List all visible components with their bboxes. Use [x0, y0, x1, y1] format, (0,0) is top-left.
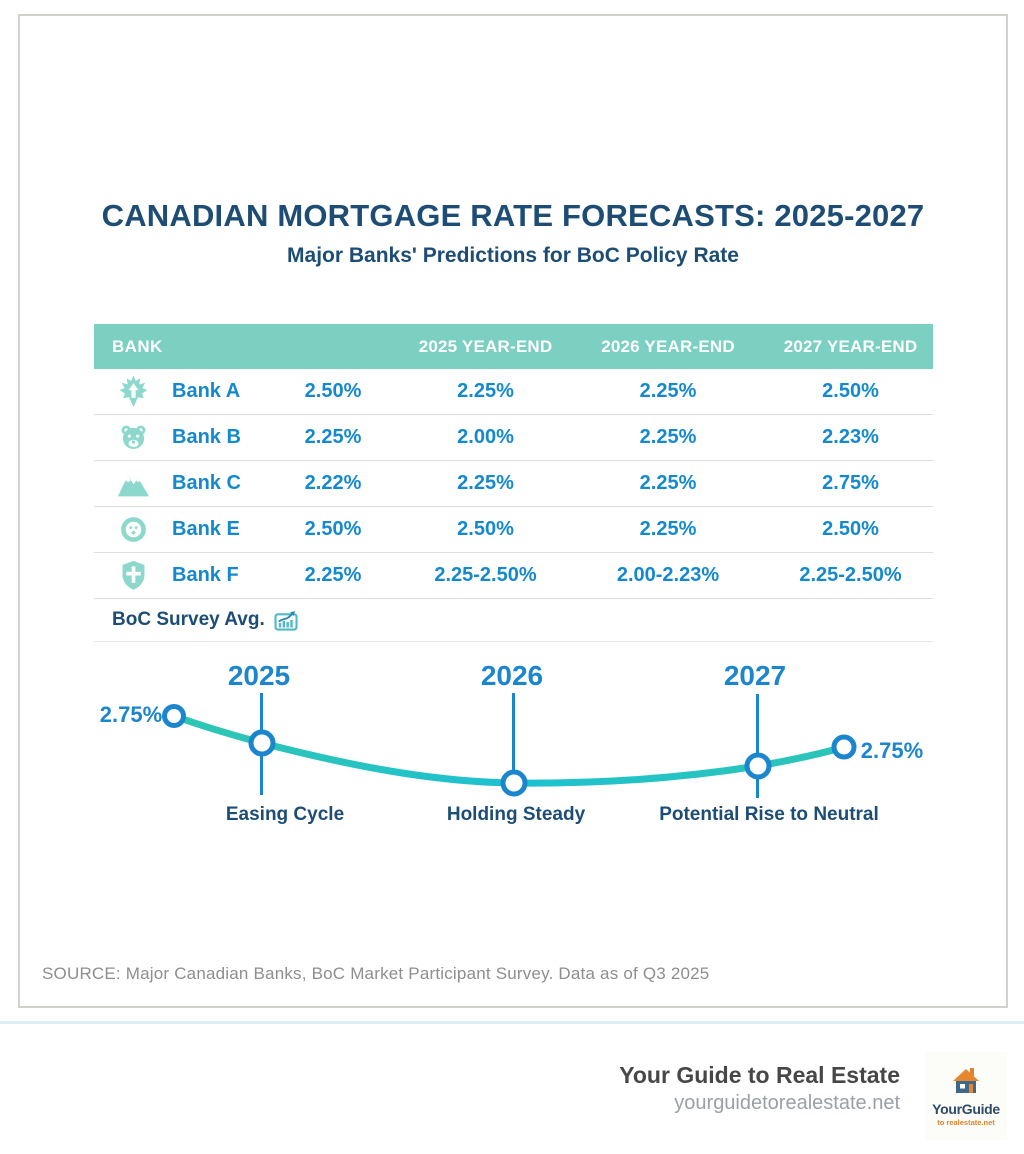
- phase-label-rise: Potential Rise to Neutral: [659, 804, 879, 825]
- rate-2027: 2.50%: [822, 380, 879, 402]
- boc-survey-avg-row: BoC Survey Avg.: [94, 599, 933, 642]
- forecast-table: BANK 2025 YEAR-END 2026 YEAR-END 2027 YE…: [94, 324, 933, 642]
- shield-cross-icon: [94, 559, 158, 592]
- end-rate-label: 2.75%: [860, 738, 924, 763]
- rate-2027: 2.50%: [822, 518, 879, 540]
- header-bank: BANK: [112, 336, 163, 356]
- rate-2027: 2.75%: [822, 472, 879, 494]
- bank-name: Bank A: [172, 380, 241, 402]
- data-point-start: [162, 704, 186, 728]
- data-point-end: [831, 734, 857, 760]
- bank-name: Bank C: [172, 472, 241, 494]
- rate-2025: 2.25-2.50%: [434, 564, 537, 586]
- bear-icon: [94, 421, 158, 454]
- infographic-card: CANADIAN MORTGAGE RATE FORECASTS: 2025-2…: [18, 14, 1008, 1008]
- rate-current: 2.22%: [304, 472, 362, 494]
- brand-title: Your Guide to Real Estate: [619, 1062, 900, 1088]
- year-label-2027: 2027: [723, 660, 787, 691]
- phase-label-easing: Easing Cycle: [225, 804, 345, 825]
- header-2027: 2027 YEAR-END: [783, 336, 918, 356]
- chart-increasing-icon: [274, 610, 299, 631]
- year-label-2026: 2026: [480, 660, 544, 691]
- bank-name: Bank B: [172, 426, 241, 448]
- rate-2025: 2.00%: [457, 426, 514, 448]
- brand-logo: YourGuide to realestate.net: [925, 1052, 1007, 1140]
- source-note: SOURCE: Major Canadian Banks, BoC Market…: [42, 964, 710, 983]
- table-row: Bank F 2.25% 2.25-2.50% 2.00-2.23% 2.25-…: [94, 553, 933, 599]
- header-2026: 2026 YEAR-END: [601, 336, 735, 356]
- logo-tagline: to realestate.net: [937, 1117, 995, 1127]
- rate-current: 2.50%: [304, 380, 362, 402]
- data-point-2025: [248, 729, 276, 757]
- footer-text-block: Your Guide to Real Estate yourguidetorea…: [619, 1062, 900, 1115]
- rate-2026: 2.25%: [639, 518, 697, 540]
- phase-label-holding: Holding Steady: [446, 804, 586, 825]
- rate-2026: 2.25%: [639, 380, 697, 402]
- year-label-2025: 2025: [227, 660, 291, 691]
- rate-2025: 2.50%: [457, 518, 514, 540]
- rate-current: 2.25%: [304, 426, 362, 448]
- header-2025: 2025 YEAR-END: [418, 336, 553, 356]
- rate-2026: 2.00-2.23%: [616, 564, 720, 586]
- table-row: Bank C 2.22% 2.25% 2.25% 2.75%: [94, 461, 933, 507]
- bank-name: Bank F: [172, 564, 239, 586]
- house-icon: [945, 1066, 987, 1099]
- rate-current: 2.50%: [304, 518, 362, 540]
- table-row: Bank B 2.25% 2.00% 2.25% 2.23%: [94, 415, 933, 461]
- maple-leaf-up-arrow-icon: [94, 375, 158, 408]
- rate-path-chart: [162, 693, 857, 798]
- footer-divider: [0, 1021, 1024, 1024]
- data-point-2026: [500, 769, 528, 797]
- rate-2026: 2.25%: [639, 472, 697, 494]
- rate-2027: 2.23%: [822, 426, 879, 448]
- lion-icon: [94, 513, 158, 546]
- rate-2025: 2.25%: [457, 380, 514, 402]
- page-title: CANADIAN MORTGAGE RATE FORECASTS: 2025-2…: [101, 198, 925, 233]
- table-row: Bank E 2.50% 2.50% 2.25% 2.50%: [94, 507, 933, 553]
- rate-current: 2.25%: [304, 564, 362, 586]
- rate-2027: 2.25-2.50%: [799, 564, 902, 586]
- start-rate-label: 2.75%: [99, 702, 163, 727]
- page-subtitle: Major Banks' Predictions for BoC Policy …: [287, 244, 739, 267]
- table-row: Bank A 2.50% 2.25% 2.25% 2.50%: [94, 369, 933, 415]
- rate-2025: 2.25%: [457, 472, 514, 494]
- data-point-2027: [744, 752, 772, 780]
- table-header-row: BANK 2025 YEAR-END 2026 YEAR-END 2027 YE…: [94, 324, 933, 369]
- mountain-icon: [94, 467, 158, 500]
- bank-name: Bank E: [172, 518, 240, 540]
- brand-website: yourguidetorealestate.net: [674, 1092, 900, 1114]
- boc-survey-avg-label: BoC Survey Avg.: [112, 609, 265, 630]
- rate-2026: 2.25%: [639, 426, 697, 448]
- logo-wordmark: YourGuide: [932, 1100, 1000, 1117]
